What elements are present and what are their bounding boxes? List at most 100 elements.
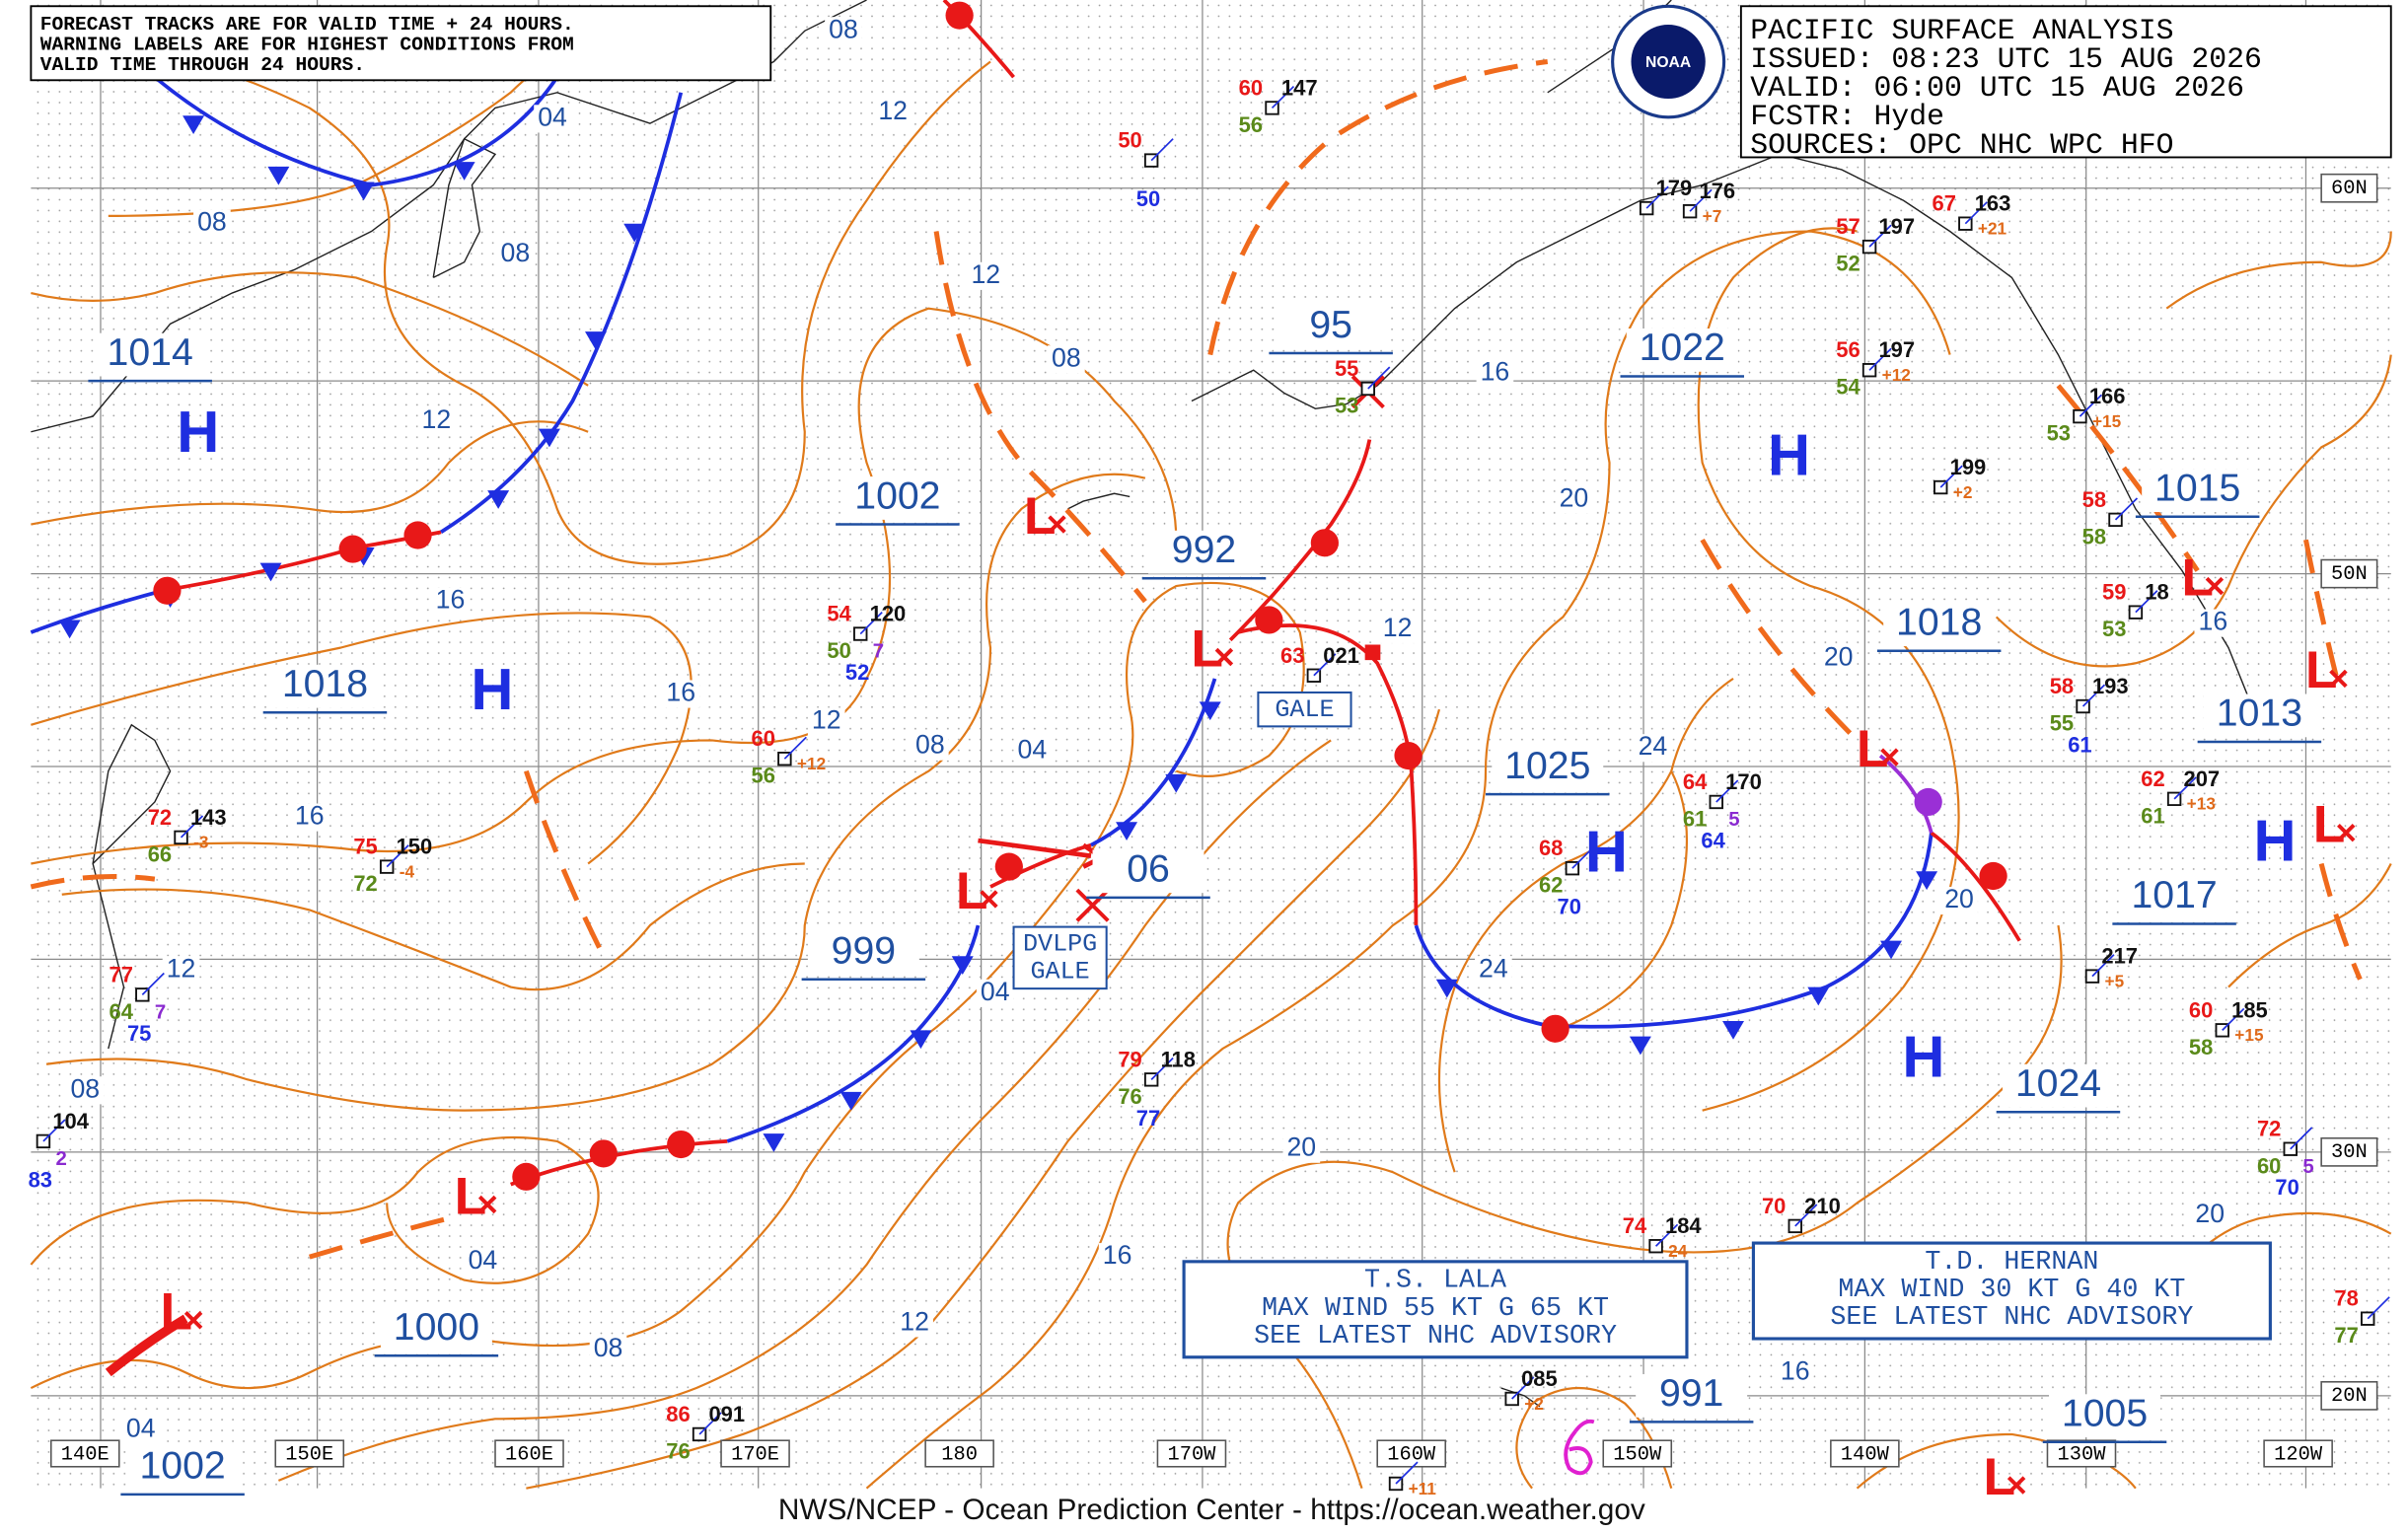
high-center: H <box>1768 422 1810 488</box>
pressure-label: 1002 <box>854 474 940 517</box>
isobar-label-bg <box>589 1335 627 1364</box>
lon-label: 160W <box>1387 1444 1436 1467</box>
station-p: 179 <box>1656 176 1693 200</box>
isobar-label: 24 <box>1639 731 1668 761</box>
lat-label-box <box>2320 1136 2378 1167</box>
lon-label: 170E <box>731 1444 779 1467</box>
station-t: 72 <box>2257 1117 2281 1141</box>
wind-barb <box>42 1119 66 1142</box>
pressure-label: 95 <box>1309 304 1352 346</box>
lon-label: 170W <box>1167 1444 1216 1467</box>
warning-box <box>30 5 772 82</box>
cold-front-triangle <box>1116 822 1138 841</box>
dot-grid <box>31 0 2391 1489</box>
isobar-label-bg <box>290 803 328 832</box>
wind-barb <box>783 736 807 760</box>
cold-front-triangle <box>538 428 560 448</box>
station-w: 61 <box>2068 732 2091 757</box>
low-x <box>980 890 998 909</box>
cold-front-triangle <box>584 331 607 350</box>
warning-label-box <box>1012 925 1108 990</box>
station-p: 207 <box>2184 766 2221 791</box>
logo-text: NOAA <box>1645 54 1691 71</box>
pressure-label-bg <box>268 664 381 708</box>
lon-label: 150W <box>1613 1444 1662 1467</box>
advisory-text: MAX WIND 55 KT G 65 KT <box>1262 1293 1609 1323</box>
isobar-label: 20 <box>2195 1199 2225 1228</box>
station-p: 170 <box>1725 769 1762 794</box>
lon-label: 160E <box>505 1444 553 1467</box>
lat-label: 30N <box>2331 1141 2368 1164</box>
station-w: 75 <box>127 1021 151 1046</box>
cold-front-triangle <box>1880 940 1903 960</box>
station-d: 58 <box>2189 1035 2213 1059</box>
pressure-label: 1014 <box>108 331 193 374</box>
wind-barb <box>1395 1461 1419 1485</box>
isobar-label-bg <box>2191 1201 2229 1230</box>
station-t: 55 <box>1335 356 1358 381</box>
wind-barb <box>1571 845 1595 869</box>
isobar-label: 16 <box>436 585 466 615</box>
lon-label: 150E <box>285 1444 333 1467</box>
isobar-label: 20 <box>1560 483 1589 513</box>
isobar-label-bg <box>1555 485 1593 514</box>
station-p: 184 <box>1665 1213 1702 1238</box>
warning-text: FORECAST TRACKS ARE FOR VALID TIME + 24 … <box>40 14 574 36</box>
isobar-label-bg <box>976 979 1014 1007</box>
isobar-label: 08 <box>915 730 945 760</box>
header-line: SOURCES: OPC NHC WPC HFO <box>1750 128 2173 162</box>
front-symbols <box>58 1 2356 1495</box>
isobar-label-bg <box>417 406 456 435</box>
station-p: 197 <box>1878 337 1915 362</box>
station-w: 70 <box>1558 895 1581 919</box>
station-c: -3 <box>193 833 208 852</box>
pressure-label: 1018 <box>282 663 368 705</box>
isobar-label-bg <box>1048 345 1085 374</box>
station-c: +21 <box>1978 219 2007 239</box>
station-t: 72 <box>148 805 172 830</box>
pressure-label: 991 <box>1659 1372 1723 1415</box>
cold-front-triangle <box>182 115 205 135</box>
isobar-label: 08 <box>197 207 227 237</box>
footer: NWS/NCEP - Ocean Prediction Center - htt… <box>778 1494 1645 1526</box>
station-p: 176 <box>1700 179 1736 203</box>
station-c: +2 <box>1953 482 1973 502</box>
station-t: 63 <box>1280 643 1304 668</box>
header-line: PACIFIC SURFACE ANALYSIS <box>1750 14 2173 47</box>
isobar-label: 24 <box>1479 953 1508 983</box>
station-c: +15 <box>2234 1025 2264 1045</box>
warm-front-semicircle <box>1394 741 1423 770</box>
pressure-label-bg <box>1092 849 1204 894</box>
low-x <box>477 1195 497 1214</box>
wind-barb <box>1271 85 1295 110</box>
station-c: +2 <box>1524 1394 1544 1414</box>
isobar-label-bg <box>1634 734 1672 763</box>
isobar-label: 08 <box>594 1333 623 1362</box>
cold-front-triangle <box>1435 979 1458 998</box>
station-t: 75 <box>353 835 377 859</box>
lon-label-box <box>494 1439 564 1468</box>
wind-barb <box>1715 779 1739 803</box>
occlusion-point <box>1914 787 1942 817</box>
station-t: 78 <box>2334 1286 2358 1311</box>
troughs <box>30 59 2363 1260</box>
station-d: 50 <box>827 638 850 663</box>
isobar-label: 04 <box>981 977 1010 1006</box>
isobar-label-bg <box>967 261 1005 290</box>
isobar-label: 08 <box>70 1073 100 1103</box>
station-c: +13 <box>2187 794 2216 814</box>
low-center: L <box>2305 641 2338 699</box>
station-p: 18 <box>2145 580 2168 605</box>
pressure-label-bg <box>2002 1063 2114 1108</box>
pressure-label-bg <box>1148 530 1260 574</box>
pressure-label-bg <box>1626 328 1738 372</box>
isobar-label-bg <box>2194 609 2232 637</box>
station-p: 085 <box>1521 1366 1558 1391</box>
pressure-label: 1017 <box>2132 874 2218 916</box>
station-d: 54 <box>1836 375 1861 400</box>
warm-front-semicircle <box>1255 606 1283 634</box>
wind-barb <box>1964 201 1988 225</box>
station-d: 52 <box>1836 252 1860 276</box>
lon-label-box <box>2263 1439 2333 1468</box>
